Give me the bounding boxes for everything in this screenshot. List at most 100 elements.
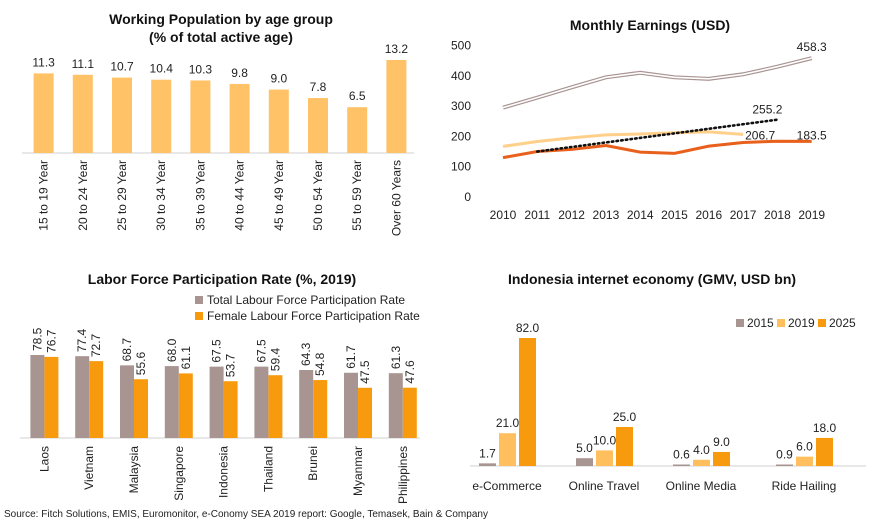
data-label: 7.8 bbox=[310, 80, 327, 94]
data-label: 82.0 bbox=[516, 321, 540, 335]
data-label: 0.6 bbox=[673, 448, 690, 462]
data-label: 9.8 bbox=[231, 66, 248, 80]
legend-swatch bbox=[777, 319, 785, 327]
bar bbox=[479, 463, 496, 466]
x-tick-label: Malaysia bbox=[127, 446, 141, 494]
data-label: 0.9 bbox=[776, 448, 793, 462]
legend-label: 2015 bbox=[747, 316, 774, 330]
x-tick-label: 50 to 54 Year bbox=[311, 160, 325, 231]
legend-label: 2019 bbox=[788, 316, 815, 330]
end-value-label: 183.5 bbox=[797, 128, 827, 142]
series-line bbox=[502, 139, 812, 160]
bar bbox=[713, 451, 730, 466]
legend-swatch bbox=[736, 319, 744, 327]
data-label: 10.0 bbox=[593, 433, 617, 447]
bar bbox=[347, 107, 368, 153]
bar bbox=[209, 366, 224, 438]
data-label: 4.0 bbox=[693, 443, 710, 457]
data-label: 11.1 bbox=[72, 57, 95, 71]
chart-title-line-1: Working Population by age group bbox=[109, 11, 333, 27]
y-tick-label: 100 bbox=[451, 160, 471, 174]
data-label: 55.6 bbox=[134, 352, 148, 376]
legend-swatch bbox=[195, 312, 203, 320]
bar bbox=[796, 456, 813, 466]
x-tick-label: 45 to 49 Year bbox=[272, 160, 286, 231]
bar bbox=[33, 73, 54, 153]
data-label: 61.3 bbox=[389, 346, 403, 370]
bar bbox=[693, 459, 710, 466]
trend-line-dotted bbox=[536, 118, 779, 153]
data-label: 59.4 bbox=[268, 348, 282, 372]
bar bbox=[268, 89, 289, 153]
data-label: 67.5 bbox=[210, 339, 224, 363]
y-tick-label: 300 bbox=[451, 99, 471, 113]
x-tick-label: Myanmar bbox=[351, 446, 365, 496]
data-label: 47.5 bbox=[358, 360, 372, 384]
bar bbox=[673, 464, 690, 466]
data-label: 61.7 bbox=[344, 345, 358, 369]
data-label: 6.5 bbox=[349, 89, 366, 103]
data-label: 6.0 bbox=[796, 440, 813, 454]
data-label: 10.4 bbox=[150, 62, 174, 76]
legend-label: Total Labour Force Participation Rate bbox=[207, 293, 405, 307]
x-tick-label: 55 to 59 Year bbox=[350, 160, 364, 231]
bar bbox=[229, 83, 250, 153]
data-label: 21.0 bbox=[496, 416, 520, 430]
bar bbox=[151, 79, 172, 153]
bar bbox=[402, 387, 417, 438]
y-tick-label: 400 bbox=[451, 69, 471, 83]
end-value-label: 255.2 bbox=[752, 103, 782, 117]
data-label: 5.0 bbox=[576, 441, 593, 455]
chart-title: Labor Force Participation Rate (%, 2019) bbox=[88, 271, 356, 287]
legend-swatch bbox=[818, 319, 826, 327]
bar bbox=[576, 458, 593, 466]
bar bbox=[816, 437, 833, 466]
source-note: Source: Fitch Solutions, EMIS, Euromonit… bbox=[4, 509, 488, 520]
bar bbox=[268, 375, 283, 438]
bar bbox=[299, 370, 314, 438]
bar bbox=[120, 365, 134, 438]
bar bbox=[178, 373, 193, 438]
bar bbox=[164, 366, 179, 438]
series-line-outer bbox=[502, 56, 813, 110]
data-label: 68.7 bbox=[120, 338, 134, 362]
data-label: 1.7 bbox=[479, 446, 496, 460]
x-tick-label: 2013 bbox=[593, 208, 620, 222]
bar bbox=[89, 361, 104, 438]
x-tick-label: 2014 bbox=[627, 208, 654, 222]
x-tick-label: 2012 bbox=[558, 208, 585, 222]
data-label: 47.6 bbox=[403, 360, 417, 384]
x-tick-label: Indonesia bbox=[217, 446, 231, 498]
data-label: 25.0 bbox=[613, 410, 637, 424]
x-tick-label: 40 to 44 Year bbox=[233, 160, 247, 231]
x-tick-label: 35 to 39 Year bbox=[193, 160, 207, 231]
data-label: 61.1 bbox=[179, 346, 193, 370]
bar bbox=[254, 366, 269, 438]
bar bbox=[499, 433, 516, 466]
data-label: 68.0 bbox=[165, 338, 179, 362]
x-tick-label: 25 to 29 Year bbox=[115, 160, 129, 231]
x-tick-label: 2011 bbox=[524, 208, 550, 222]
data-label: 78.5 bbox=[30, 327, 44, 351]
data-label: 77.4 bbox=[75, 328, 89, 352]
x-tick-label: Ride Hailing bbox=[772, 479, 837, 493]
bar bbox=[44, 356, 59, 438]
y-tick-label: 500 bbox=[451, 39, 471, 53]
bar bbox=[386, 60, 407, 153]
chart-title: Monthly Earnings (USD) bbox=[570, 17, 730, 33]
bar bbox=[112, 77, 132, 153]
x-tick-label: Singapore bbox=[172, 446, 186, 501]
bar bbox=[776, 464, 793, 466]
x-tick-label: Vietnam bbox=[82, 446, 96, 490]
x-tick-label: e-Commerce bbox=[472, 479, 542, 493]
x-tick-label: Laos bbox=[37, 446, 51, 472]
legend-swatch bbox=[195, 296, 203, 304]
end-value-label: 206.7 bbox=[745, 128, 775, 142]
data-label: 54.8 bbox=[313, 352, 327, 376]
x-tick-label: Online Media bbox=[666, 479, 737, 493]
data-label: 18.0 bbox=[813, 421, 837, 435]
bar bbox=[388, 373, 403, 438]
x-tick-label: 15 to 19 Year bbox=[37, 160, 51, 231]
x-tick-label: Philippines bbox=[396, 446, 410, 504]
y-tick-label: 0 bbox=[464, 190, 471, 204]
